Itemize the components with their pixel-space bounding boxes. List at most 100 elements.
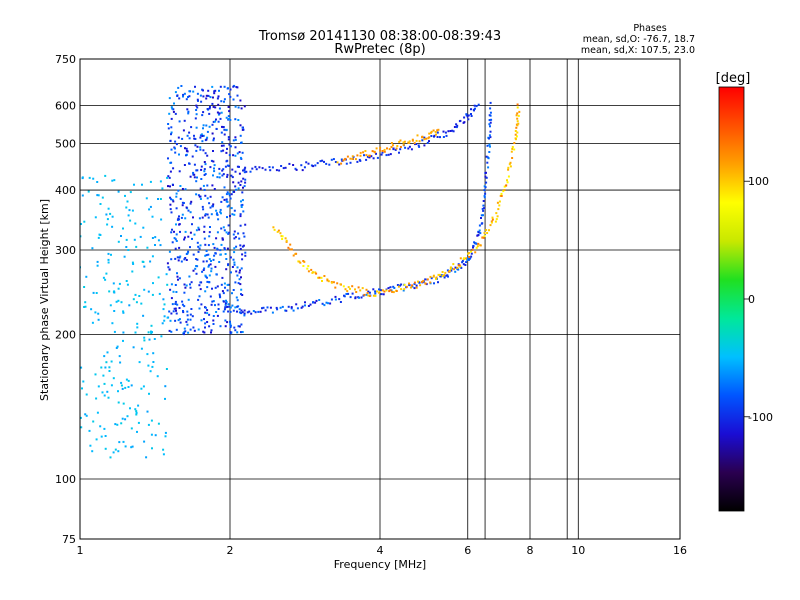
x-axis-label: Frequency [MHz]	[334, 558, 426, 571]
data-point	[359, 159, 362, 162]
data-point	[109, 212, 112, 215]
data-point	[226, 247, 229, 250]
data-point	[103, 382, 106, 385]
data-point	[330, 298, 333, 301]
data-point	[232, 154, 235, 157]
data-point	[135, 410, 138, 413]
data-point	[229, 306, 232, 309]
data-point	[487, 166, 490, 169]
data-point	[241, 311, 244, 314]
data-point	[307, 305, 310, 307]
data-point	[164, 431, 167, 434]
data-point	[213, 188, 216, 190]
data-point	[172, 108, 175, 111]
data-point	[183, 331, 186, 334]
data-point	[148, 392, 150, 395]
data-point	[195, 193, 198, 196]
data-point	[439, 273, 442, 276]
data-point	[346, 155, 349, 158]
data-point	[508, 163, 511, 166]
colorbar-tick-label: -100	[748, 411, 773, 424]
data-point	[486, 144, 489, 147]
data-point	[183, 258, 186, 261]
data-point	[188, 131, 191, 134]
data-point	[336, 282, 339, 285]
data-point	[105, 213, 108, 216]
data-point	[125, 238, 128, 241]
data-point	[376, 156, 379, 159]
data-point	[232, 258, 235, 261]
data-point	[282, 167, 285, 170]
data-point	[244, 166, 247, 169]
data-point	[238, 311, 241, 314]
data-point	[208, 112, 211, 115]
data-point	[142, 385, 145, 388]
data-point	[208, 125, 211, 128]
data-point	[362, 151, 365, 154]
data-point	[145, 456, 148, 459]
data-point	[201, 270, 204, 273]
data-point	[136, 430, 138, 433]
data-point	[240, 200, 242, 203]
data-point	[234, 136, 237, 139]
data-point	[516, 117, 519, 120]
data-point	[108, 290, 111, 293]
data-point	[207, 89, 210, 92]
data-point	[359, 289, 362, 292]
data-point	[180, 260, 183, 263]
data-point	[312, 301, 315, 304]
data-point	[213, 254, 216, 257]
data-point	[224, 286, 226, 289]
data-point	[491, 216, 494, 219]
data-point	[162, 453, 165, 456]
data-point	[229, 214, 231, 217]
data-point	[232, 139, 235, 142]
data-point	[81, 176, 84, 179]
data-point	[312, 165, 315, 168]
data-point	[413, 142, 416, 145]
data-point	[206, 136, 209, 139]
data-point	[210, 270, 213, 273]
data-point	[450, 269, 453, 272]
data-point	[193, 137, 196, 140]
data-point	[228, 192, 231, 195]
data-point	[357, 286, 360, 289]
data-point	[437, 273, 440, 276]
data-point	[347, 286, 350, 289]
data-point	[212, 174, 214, 177]
data-point	[470, 252, 473, 255]
data-point	[216, 111, 219, 114]
data-point	[229, 310, 232, 313]
data-point	[173, 102, 175, 105]
data-point	[173, 230, 175, 233]
data-point	[202, 269, 205, 271]
data-point	[233, 326, 236, 329]
data-point	[122, 331, 125, 334]
data-point	[243, 171, 246, 174]
data-point	[167, 175, 170, 178]
data-point	[237, 232, 240, 235]
data-point	[228, 154, 231, 157]
data-point	[183, 92, 186, 95]
data-point	[202, 184, 205, 187]
data-point	[131, 261, 134, 264]
data-point	[419, 284, 422, 287]
data-point	[392, 285, 395, 288]
data-point	[288, 162, 291, 165]
data-point	[168, 268, 171, 271]
data-point	[381, 150, 384, 152]
data-point	[221, 141, 224, 144]
data-point	[417, 144, 420, 147]
data-point	[237, 282, 240, 285]
data-point	[494, 220, 497, 223]
data-point	[489, 130, 492, 133]
data-point	[234, 306, 237, 309]
data-point	[176, 303, 179, 306]
data-point	[181, 300, 184, 303]
data-point	[229, 256, 232, 259]
data-point	[239, 134, 242, 137]
data-point	[188, 137, 191, 140]
data-point	[476, 245, 479, 248]
data-point	[359, 151, 362, 154]
data-point	[189, 231, 192, 234]
